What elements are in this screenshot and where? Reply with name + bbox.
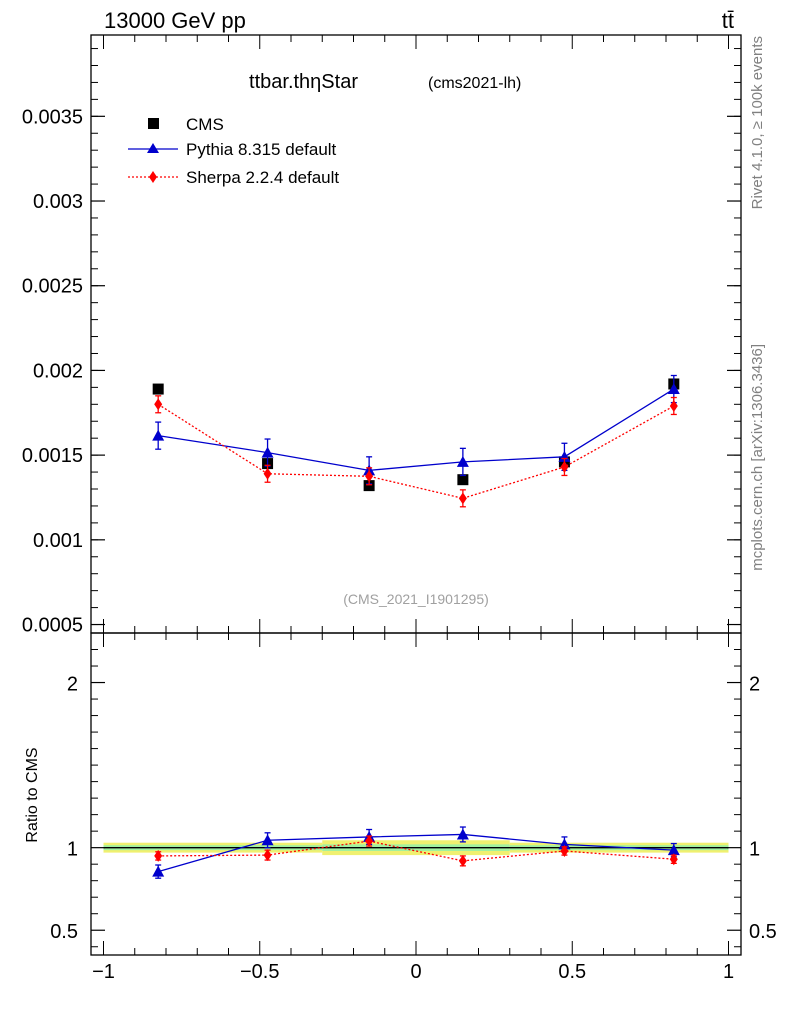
ratio-point [669, 853, 678, 866]
data-point [263, 467, 272, 480]
data-point [154, 398, 163, 411]
data-point [456, 455, 469, 467]
series-line [158, 388, 675, 472]
main-y-tick-label: 0.003 [33, 191, 83, 213]
ratio-point [365, 835, 374, 848]
data-point [261, 446, 274, 458]
ratio-y-tick-label-right: 1 [749, 839, 760, 861]
ratio-y-tick-label-right: 2 [749, 674, 760, 696]
ratio-y-tick-label-right: 0.5 [749, 921, 777, 943]
legend-marker-sherpa [149, 171, 157, 183]
ratio-y-tick-label-left: 1 [67, 839, 78, 861]
data-point [667, 383, 680, 395]
data-point [669, 399, 678, 412]
plot-title: ttbar.thηStar [249, 71, 358, 93]
main-y-tick-label: 0.0035 [22, 106, 83, 128]
legend: CMS Pythia 8.315 default Sherpa 2.2.4 de… [128, 115, 339, 187]
legend-item-cms: CMS [148, 115, 224, 134]
legend-label-pythia: Pythia 8.315 default [186, 140, 337, 159]
data-point [363, 480, 375, 492]
ratio-plot-frame [90, 632, 742, 956]
data-point [152, 383, 164, 395]
main-axis-ticks: 0.0005 0.001 0.0015 0.002 0.0025 0.003 0.0035 [22, 35, 741, 637]
main-y-tick-label: 0.0025 [22, 276, 83, 298]
ratio-plot-panel: 0.5 0.5 1 1 2 2 −1 −0.5 0 0.5 1 Ratio to CMS [24, 632, 777, 983]
ratio-point [560, 844, 569, 857]
data-point [560, 460, 569, 473]
ratio-point [154, 849, 163, 862]
rivet-version-label: Rivet 4.1.0, ≥ 100k events [749, 36, 766, 209]
ratio-point [263, 849, 272, 862]
ratio-y-axis-label: Ratio to CMS [24, 747, 41, 842]
x-tick-label: −1 [92, 961, 115, 983]
ratio-point [456, 828, 469, 840]
series-line [157, 403, 675, 499]
main-plot-panel: 0.00050.0010.00150.0020.00250.0030.0035 … [22, 34, 742, 637]
data-point [457, 474, 469, 486]
main-y-tick-label: 0.0005 [22, 615, 83, 637]
series-pythia [152, 374, 680, 485]
analysis-watermark: (CMS_2021_I1901295) [343, 591, 489, 607]
ratio-point [667, 844, 680, 856]
plot-subtitle: (cms2021-lh) [428, 75, 521, 92]
legend-item-pythia: Pythia 8.315 default [128, 140, 337, 159]
data-point [365, 470, 374, 483]
main-y-tick-label: 0.0015 [22, 445, 83, 467]
mcplots-label: mcplots.cern.ch [arXiv:1306.3436] [749, 344, 766, 571]
main-y-tick-label: 0.002 [33, 360, 83, 382]
ratio-point [261, 834, 274, 846]
ratio-series-line [158, 840, 674, 862]
legend-item-sherpa: Sherpa 2.2.4 default [128, 168, 339, 187]
x-tick-label: 0.5 [558, 961, 586, 983]
ratio-series-line [158, 833, 674, 873]
ratio-series-sherpa [154, 835, 678, 867]
x-tick-label: −0.5 [240, 961, 279, 983]
data-point [152, 429, 165, 441]
ratio-y-tick-label-left: 0.5 [50, 921, 78, 943]
x-tick-label: 0 [410, 961, 421, 983]
legend-marker-cms [148, 118, 159, 129]
series-sherpa [154, 395, 678, 508]
main-y-tick-label: 0.001 [33, 530, 83, 552]
ratio-y-tick-label-left: 2 [67, 674, 78, 696]
x-tick-label: 1 [723, 961, 734, 983]
legend-marker-pythia [147, 143, 159, 153]
ratio-point [152, 865, 165, 877]
ratio-point [458, 854, 467, 867]
legend-label-sherpa: Sherpa 2.2.4 default [186, 168, 339, 187]
process-label: tt̄ [722, 8, 734, 33]
ratio-axis-ticks: 0.5 0.5 1 1 2 2 −1 −0.5 0 0.5 1 [50, 633, 777, 983]
data-point [458, 492, 467, 505]
legend-label-cms: CMS [186, 115, 224, 134]
energy-label: 13000 GeV pp [104, 8, 246, 33]
